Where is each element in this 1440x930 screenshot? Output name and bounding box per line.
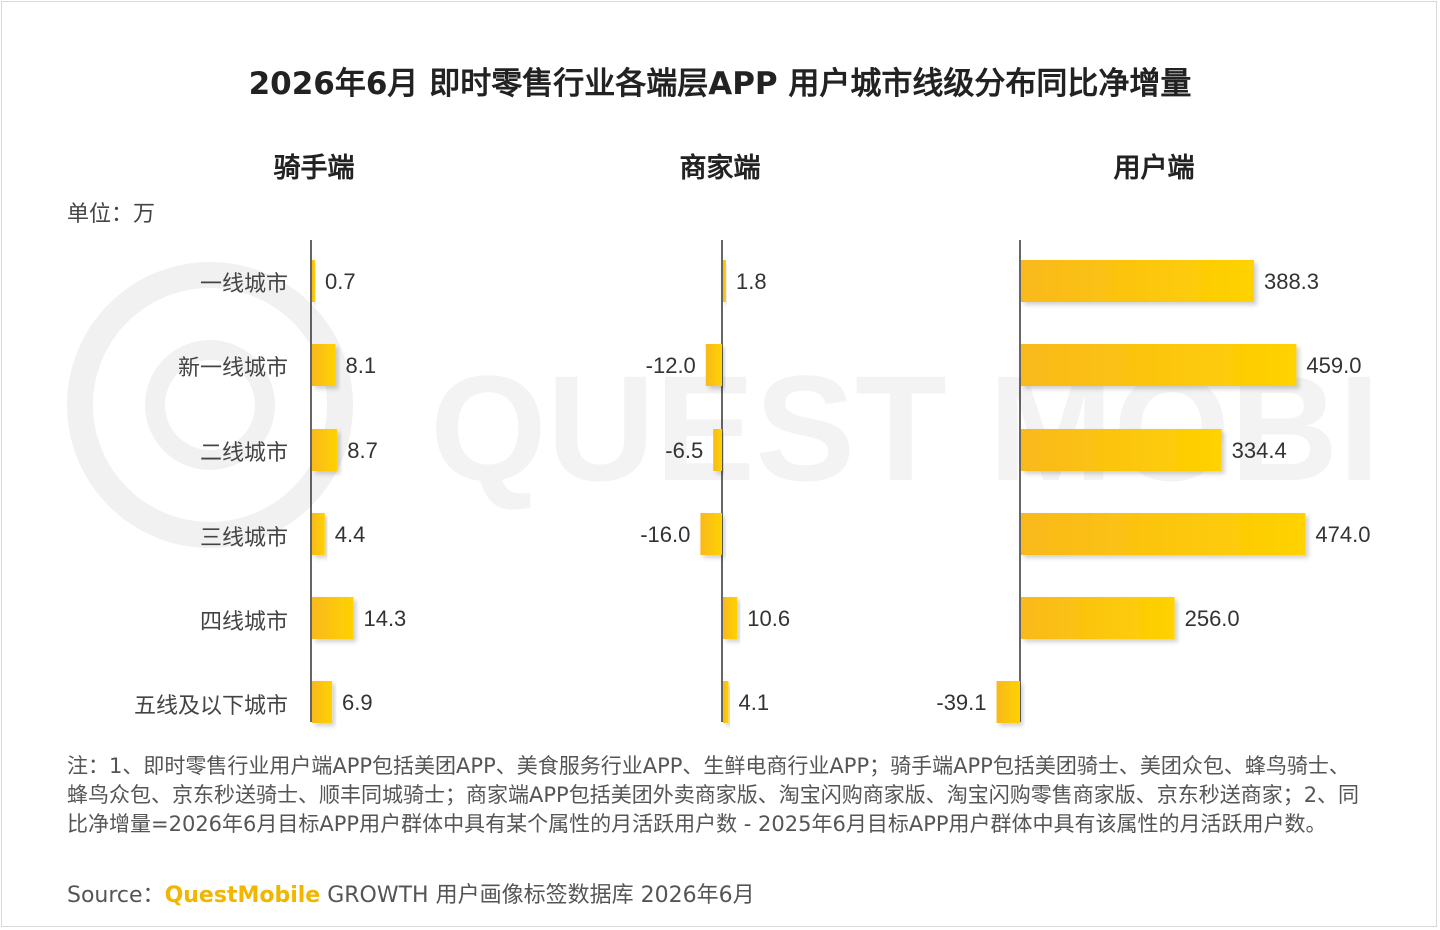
bar-user-1 — [1021, 344, 1297, 386]
data-label-merchant-5: 4.1 — [739, 690, 770, 715]
category-label-tier3: 三线城市 — [199, 526, 288, 551]
panel-title-merchant: 商家端 — [679, 153, 761, 184]
data-label-rider-2: 8.7 — [347, 438, 378, 463]
bar-merchant-3 — [700, 513, 722, 555]
panel-title-user: 用户端 — [1113, 153, 1195, 184]
bar-rider-3 — [312, 513, 325, 555]
chart-title: 2026年6月 即时零售行业各端层APP 用户城市线级分布同比净增量 — [248, 66, 1192, 102]
source-rest: GROWTH 用户画像标签数据库 2026年6月 — [320, 883, 755, 908]
category-label-tier5-below: 五线及以下城市 — [133, 694, 288, 719]
data-label-rider-1: 8.1 — [345, 353, 376, 378]
source-brand: QuestMobile — [164, 883, 321, 908]
bar-merchant-1 — [705, 344, 722, 386]
data-label-merchant-2: -6.5 — [665, 438, 703, 463]
data-label-rider-5: 6.9 — [342, 690, 373, 715]
data-label-rider-0: 0.7 — [325, 269, 356, 294]
data-label-rider-4: 14.3 — [363, 606, 406, 631]
bar-merchant-0 — [723, 260, 726, 302]
footnote: 注：1、即时零售行业用户端APP包括美团APP、美食服务行业APP、生鲜电商行业… — [67, 754, 1360, 836]
bar-merchant-5 — [723, 681, 729, 723]
bar-merchant-2 — [713, 429, 722, 471]
category-label-new-tier1: 新一线城市 — [177, 356, 288, 381]
data-label-user-2: 334.4 — [1232, 438, 1287, 463]
bar-rider-2 — [312, 429, 338, 471]
data-label-merchant-1: -12.0 — [646, 353, 696, 378]
bar-rider-4 — [312, 597, 354, 639]
data-label-user-4: 256.0 — [1185, 606, 1240, 631]
source-prefix: Source： — [67, 883, 165, 908]
bar-rider-1 — [312, 344, 336, 386]
bar-merchant-4 — [723, 597, 738, 639]
data-label-merchant-3: -16.0 — [640, 522, 690, 547]
bar-rider-5 — [312, 681, 333, 723]
category-label-tier4: 四线城市 — [199, 610, 288, 635]
bar-rider-0 — [312, 260, 315, 302]
bar-user-0 — [1021, 260, 1254, 302]
bar-user-4 — [1021, 597, 1175, 639]
data-label-user-0: 388.3 — [1264, 269, 1319, 294]
category-label-tier2: 二线城市 — [199, 441, 288, 466]
unit-label: 单位：万 — [67, 202, 156, 227]
data-label-merchant-4: 10.6 — [747, 606, 790, 631]
bar-user-5 — [996, 681, 1020, 723]
bar-user-3 — [1021, 513, 1306, 555]
data-label-merchant-0: 1.8 — [736, 269, 767, 294]
source-line: Source：QuestMobile GROWTH 用户画像标签数据库 2026… — [67, 877, 755, 909]
bar-user-2 — [1021, 429, 1222, 471]
panel-title-rider: 骑手端 — [273, 153, 355, 184]
data-label-user-5: -39.1 — [936, 690, 986, 715]
category-label-tier1: 一线城市 — [199, 272, 288, 297]
data-label-user-3: 474.0 — [1315, 522, 1370, 547]
data-label-rider-3: 4.4 — [335, 522, 366, 547]
data-label-user-1: 459.0 — [1306, 353, 1361, 378]
